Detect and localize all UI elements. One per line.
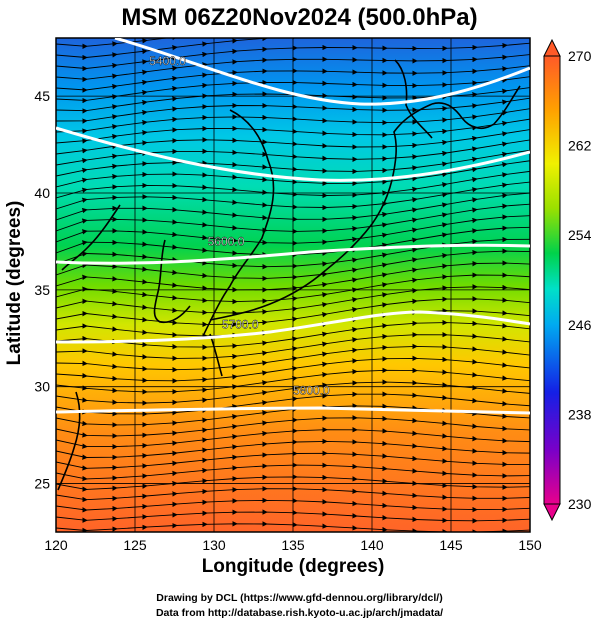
plot-frame bbox=[55, 37, 531, 533]
colorbar-min-arrow bbox=[543, 503, 561, 522]
y-axis-label: Latitude (degrees) bbox=[4, 200, 25, 366]
credit-drawing: Drawing by DCL (https://www.gfd-dennou.o… bbox=[156, 592, 443, 604]
y-tick-label: 35 bbox=[34, 282, 50, 298]
colorbar-gradient bbox=[543, 55, 561, 505]
chart-title: MSM 06Z20Nov2024 (500.0hPa) bbox=[121, 4, 478, 31]
height-contours: 5400.0 5600.0 5700.0 5800.0 bbox=[56, 38, 530, 415]
x-tick-label: 130 bbox=[202, 537, 226, 553]
y-tick-label: 30 bbox=[34, 379, 50, 395]
x-axis-ticks: 120 125 130 135 140 145 150 bbox=[44, 537, 542, 553]
x-tick-label: 140 bbox=[360, 537, 384, 553]
colorbar-tick-label: 238 bbox=[568, 406, 592, 422]
streamline bbox=[56, 497, 530, 513]
y-tick-label: 25 bbox=[34, 476, 50, 492]
colorbar-tick-label: 254 bbox=[568, 227, 592, 243]
contour-label: 5700.0 bbox=[222, 318, 259, 332]
colorbar-tick-label: 270 bbox=[568, 48, 592, 64]
y-tick-label: 45 bbox=[34, 88, 50, 104]
x-tick-label: 150 bbox=[518, 537, 542, 553]
coastlines bbox=[57, 59, 521, 491]
y-tick-label: 40 bbox=[34, 185, 50, 201]
contour-label: 5800.0 bbox=[293, 383, 330, 397]
colorbar-tick-label: 230 bbox=[568, 496, 592, 512]
x-tick-label: 145 bbox=[439, 537, 463, 553]
x-tick-label: 120 bbox=[44, 537, 68, 553]
colorbar-tick-label: 262 bbox=[568, 138, 592, 154]
x-tick-label: 135 bbox=[281, 537, 305, 553]
y-axis-ticks: 25 30 35 40 45 bbox=[34, 88, 50, 491]
contour-line-5400 bbox=[114, 38, 530, 106]
contour-line-5700 bbox=[56, 310, 530, 344]
x-tick-label: 125 bbox=[123, 537, 147, 553]
colorbar-max-arrow bbox=[543, 38, 561, 57]
contour-line-5600 bbox=[56, 243, 530, 265]
credit-data: Data from http://database.rish.kyoto-u.a… bbox=[155, 607, 444, 619]
contour-line-5500 bbox=[56, 126, 530, 182]
gridlines bbox=[56, 38, 530, 532]
contour-label: 5600.0 bbox=[208, 234, 245, 248]
colorbar: 270 262 254 246 238 230 bbox=[543, 38, 592, 522]
streamline bbox=[56, 509, 530, 524]
x-axis-label: Longitude (degrees) bbox=[201, 556, 385, 577]
contour-line-5800 bbox=[56, 406, 530, 415]
colorbar-tick-label: 246 bbox=[568, 317, 592, 333]
contour-label: 5400.0 bbox=[149, 54, 186, 68]
